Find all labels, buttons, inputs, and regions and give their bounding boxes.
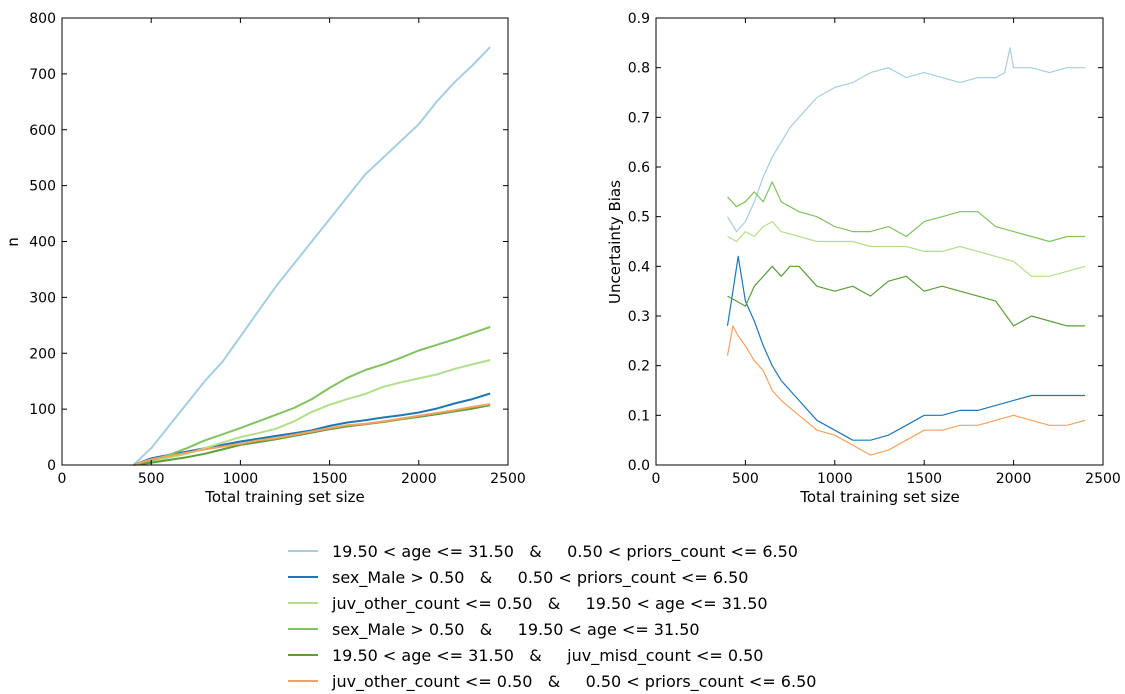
n-chart-ytick-label: 700 [29,67,56,83]
n-chart-xtick-label: 1500 [312,471,348,487]
n-chart-series-line [133,403,491,466]
legend: 19.50 < age <= 31.50 & 0.50 < priors_cou… [288,538,816,694]
uncertainty-bias-chart-xtick-label: 1000 [817,471,853,487]
legend-label: juv_other_count <= 0.50 & 19.50 < age <=… [332,593,768,613]
n-chart-xtick-label: 500 [138,471,165,487]
uncertainty-bias-chart-ytick-label: 0.0 [628,458,650,474]
n-chart-ytick-label: 300 [29,290,56,306]
uncertainty-bias-chart-series-line [727,221,1086,277]
uncertainty-bias-chart-frame [655,17,1104,466]
n-chart-series-line [132,46,491,466]
uncertainty-bias-chart-xtick-label: 0 [652,471,661,487]
uncertainty-bias-chart-ytick-label: 0.9 [628,11,650,27]
uncertainty-bias-chart-xlabel: Total training set size [799,488,959,506]
uncertainty-bias-chart: 0 500 1000 1500 2000 2500 0.0 0.1 0.2 0.3 0.4 0.5 0.… [606,11,1121,506]
n-chart-xlabel: Total training set size [204,488,364,506]
n-chart-ytick-label: 500 [29,179,56,195]
legend-label: juv_other_count <= 0.50 & 0.50 < priors_… [332,671,817,691]
legend-swatch [288,576,318,578]
uncertainty-bias-chart-xtick-label: 500 [732,471,759,487]
n-chart-series-line [133,392,491,466]
n-chart-xtick-label: 0 [58,471,67,487]
uncertainty-bias-chart-series-line [726,325,1086,456]
uncertainty-bias-chart-series-line [726,255,1086,441]
legend-item: juv_other_count <= 0.50 & 19.50 < age <=… [288,590,816,616]
n-chart-lines [132,46,491,466]
n-chart-ylabel: n [4,237,22,247]
legend-swatch [288,602,318,604]
n-chart-ytick-label: 100 [29,402,56,418]
legend-item: sex_Male > 0.50 & 19.50 < age <= 31.50 [288,616,816,642]
uncertainty-bias-chart-xtick-label: 2000 [996,471,1032,487]
uncertainty-bias-chart-series-line [726,47,1086,233]
legend-swatch [288,628,318,630]
legend-label: sex_Male > 0.50 & 0.50 < priors_count <=… [332,567,749,587]
n-chart-ytick-label: 600 [29,123,56,139]
n-chart-series-line [133,404,491,466]
legend-swatch [288,680,318,682]
n-chart-ytick-label: 200 [29,346,56,362]
uncertainty-bias-chart-series-line [727,265,1086,327]
n-chart-xtick-label: 2000 [401,471,437,487]
n-chart-ytick-label: 800 [29,11,56,27]
legend-item: sex_Male > 0.50 & 0.50 < priors_count <=… [288,564,816,590]
n-chart: 0 500 1000 1500 2000 2500 0 100 200 300 400 500 600 7… [4,11,526,506]
uncertainty-bias-chart-ticks: 0 500 1000 1500 2000 2500 0.0 0.1 0.2 0.3 0.4 0.5 0.… [628,11,1121,487]
n-chart-ytick-label: 400 [29,235,56,251]
n-chart-series-line [133,326,491,466]
n-chart-xtick-label: 1000 [223,471,259,487]
legend-label: sex_Male > 0.50 & 19.50 < age <= 31.50 [332,619,700,639]
uncertainty-bias-chart-ytick-label: 0.6 [628,160,650,176]
legend-label: 19.50 < age <= 31.50 & 0.50 < priors_cou… [332,541,798,561]
uncertainty-bias-chart-ytick-label: 0.3 [628,309,650,325]
uncertainty-bias-chart-ytick-label: 0.5 [628,210,650,226]
uncertainty-bias-chart-ylabel: Uncertainty Bias [606,180,624,304]
n-chart-ytick-label: 0 [47,458,56,474]
legend-swatch [288,550,318,552]
uncertainty-bias-chart-lines [726,47,1086,456]
n-chart-ticks: 0 500 1000 1500 2000 2500 0 100 200 300 400 500 600 7… [29,11,526,487]
legend-label: 19.50 < age <= 31.50 & juv_misd_count <=… [332,645,764,665]
legend-item: juv_other_count <= 0.50 & 0.50 < priors_… [288,668,816,694]
uncertainty-bias-chart-series-line [727,181,1086,243]
n-chart-xtick-label: 2500 [490,471,526,487]
n-chart-frame [61,17,509,466]
uncertainty-bias-chart-ytick-label: 0.7 [628,110,650,126]
uncertainty-bias-chart-xtick-label: 1500 [906,471,942,487]
legend-swatch [288,654,318,656]
uncertainty-bias-chart-ytick-label: 0.1 [628,408,650,424]
legend-item: 19.50 < age <= 31.50 & 0.50 < priors_cou… [288,538,816,564]
uncertainty-bias-chart-ytick-label: 0.4 [628,259,650,275]
figure: 0 500 1000 1500 2000 2500 0 100 200 300 400 500 600 7… [4,11,1121,506]
uncertainty-bias-chart-ytick-label: 0.2 [628,359,650,375]
uncertainty-bias-chart-xtick-label: 2500 [1085,471,1121,487]
uncertainty-bias-chart-ytick-label: 0.8 [628,61,650,77]
legend-item: 19.50 < age <= 31.50 & juv_misd_count <=… [288,642,816,668]
